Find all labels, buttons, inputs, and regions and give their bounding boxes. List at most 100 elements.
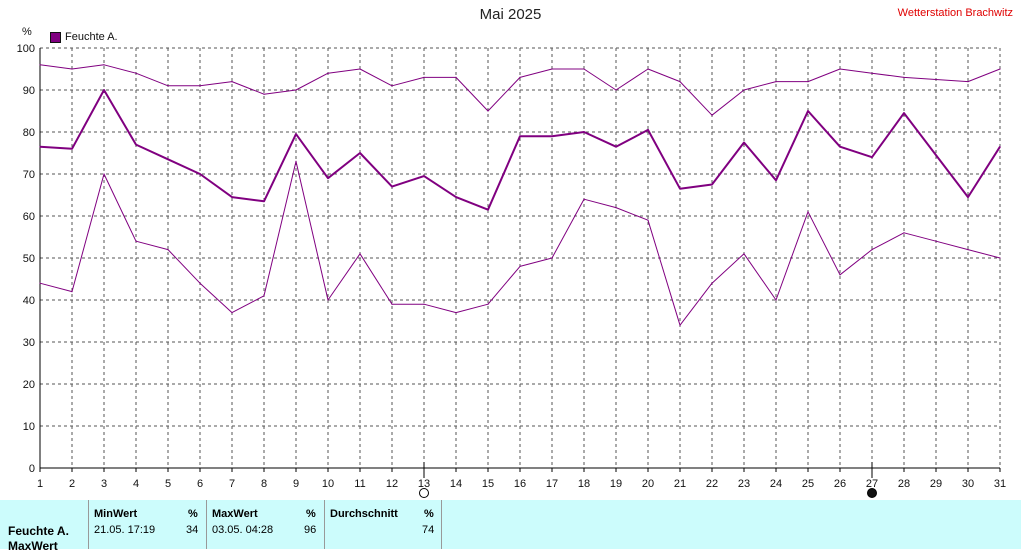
y-tick-label: 10: [23, 421, 35, 433]
data-point-max: [391, 85, 393, 87]
x-tick-label: 26: [834, 478, 846, 490]
avg-unit: %: [424, 508, 434, 520]
data-point-max: [615, 89, 617, 91]
data-point-max: [935, 78, 937, 81]
data-point-max: [103, 64, 105, 66]
x-tick-label: 1: [37, 478, 43, 490]
min-unit: %: [188, 508, 198, 520]
data-point-avg: [423, 175, 425, 177]
data-point-max: [711, 114, 713, 116]
x-tick-label: 7: [229, 478, 235, 490]
data-point-min: [679, 324, 681, 326]
data-point-max: [359, 68, 361, 70]
legend-swatch: [50, 31, 61, 43]
data-point-max: [871, 72, 873, 74]
data-point-min: [455, 312, 457, 314]
x-tick-label: 30: [962, 478, 974, 490]
data-point-avg: [199, 173, 201, 175]
data-point-min: [615, 207, 617, 209]
data-point-min: [103, 173, 105, 175]
data-point-avg: [871, 156, 873, 158]
min-when: 21.05. 17:19: [94, 524, 156, 536]
data-point-min: [775, 299, 777, 301]
data-point-avg: [71, 148, 73, 150]
data-point-max: [583, 68, 585, 70]
x-tick-label: 27: [866, 478, 878, 490]
data-point-max: [327, 72, 329, 74]
data-point-avg: [39, 146, 41, 148]
data-point-max: [455, 76, 457, 78]
y-tick-label: 20: [23, 379, 35, 391]
data-point-avg: [839, 146, 841, 148]
x-tick-label: 9: [293, 478, 299, 490]
x-tick-label: 13: [418, 478, 430, 490]
data-point-avg: [391, 186, 393, 188]
legend-label: Feuchte A.: [65, 31, 118, 43]
x-tick-label: 23: [738, 478, 750, 490]
x-tick-label: 19: [610, 478, 622, 490]
max-when: 03.05. 04:28: [212, 524, 274, 536]
x-tick-label: 11: [354, 478, 365, 490]
stats-col-label: [0, 500, 89, 549]
x-tick-label: 2: [69, 478, 75, 490]
data-point-max: [199, 85, 201, 87]
x-tick-label: 17: [546, 478, 558, 490]
data-point-avg: [647, 129, 649, 131]
y-tick-label: 60: [23, 211, 35, 223]
x-tick-label: 4: [133, 478, 139, 490]
data-point-avg: [583, 131, 585, 133]
x-tick-label: 29: [930, 478, 942, 490]
data-point-max: [423, 76, 425, 78]
x-tick-label: 25: [802, 478, 814, 490]
min-value: 34: [186, 524, 199, 536]
station-name: Wetterstation Brachwitz: [897, 7, 1013, 19]
data-point-max: [519, 76, 521, 78]
avg-header: Durchschnitt: [330, 508, 398, 520]
data-point-min: [71, 291, 73, 293]
y-tick-label: 50: [23, 253, 35, 265]
data-point-min: [743, 253, 745, 255]
data-point-min: [487, 303, 489, 305]
data-point-min: [327, 299, 329, 301]
max-header: MaxWert: [212, 508, 258, 520]
data-point-max: [551, 68, 553, 70]
data-point-max: [167, 85, 169, 87]
min-header: MinWert: [94, 508, 138, 520]
data-point-min: [39, 282, 41, 284]
legend: Feuchte A.: [50, 31, 118, 43]
data-point-max: [999, 68, 1001, 70]
y-tick-label: 40: [23, 295, 35, 307]
x-tick-label: 5: [165, 478, 171, 490]
data-point-avg: [455, 196, 457, 198]
data-point-max: [295, 89, 297, 91]
data-point-min: [295, 160, 297, 162]
data-point-avg: [615, 146, 617, 148]
data-point-min: [263, 295, 265, 297]
full-moon-icon: [419, 488, 429, 498]
stats-col-avg: Durchschnitt % 74: [324, 500, 442, 549]
chart-title: Mai 2025: [479, 6, 542, 23]
x-tick-label: 21: [674, 478, 686, 490]
data-point-max: [903, 76, 905, 78]
data-point-min: [391, 303, 393, 305]
data-point-max: [775, 81, 777, 83]
data-point-max: [71, 68, 73, 70]
data-point-avg: [103, 89, 105, 91]
x-tick-label: 10: [322, 478, 334, 490]
y-tick-label: 100: [17, 43, 35, 55]
x-tick-label: 12: [386, 478, 398, 490]
data-point-min: [647, 219, 649, 221]
series-line-avg: [39, 89, 1001, 211]
data-point-min: [903, 232, 905, 234]
y-axis-unit: %: [22, 26, 32, 38]
data-point-avg: [359, 152, 361, 154]
data-point-avg: [519, 135, 521, 137]
data-point-min: [231, 312, 233, 314]
y-tick-label: 70: [23, 169, 35, 181]
x-tick-label: 16: [514, 478, 526, 490]
x-tick-label: 20: [642, 478, 654, 490]
data-point-min: [423, 303, 425, 305]
data-point-max: [679, 81, 681, 83]
data-point-max: [135, 72, 137, 74]
data-point-max: [967, 81, 969, 83]
